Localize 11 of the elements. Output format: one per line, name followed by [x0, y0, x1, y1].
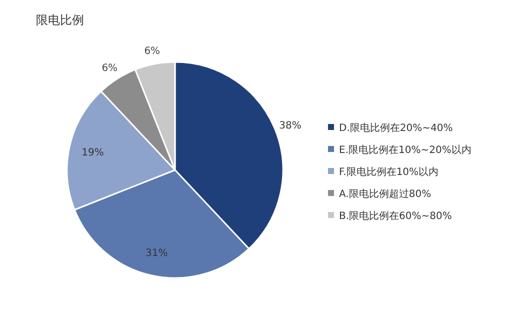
data-label: 31%	[146, 248, 168, 260]
data-label: 19%	[82, 148, 104, 159]
legend-label: D.限电比例在20%~40%	[339, 122, 453, 134]
legend-label: A.限电比例超过80%	[339, 188, 432, 200]
data-label: 38%	[279, 120, 302, 132]
legend-label: B.限电比例在60%~80%	[339, 210, 452, 222]
data-label: 6%	[144, 46, 160, 58]
legend-label: E.限电比例在10%~20%以内	[339, 144, 472, 156]
data-label: 6%	[102, 62, 118, 74]
legend-label: F.限电比例在10%以内	[339, 166, 439, 178]
chart-title: 限电比例	[36, 13, 84, 27]
